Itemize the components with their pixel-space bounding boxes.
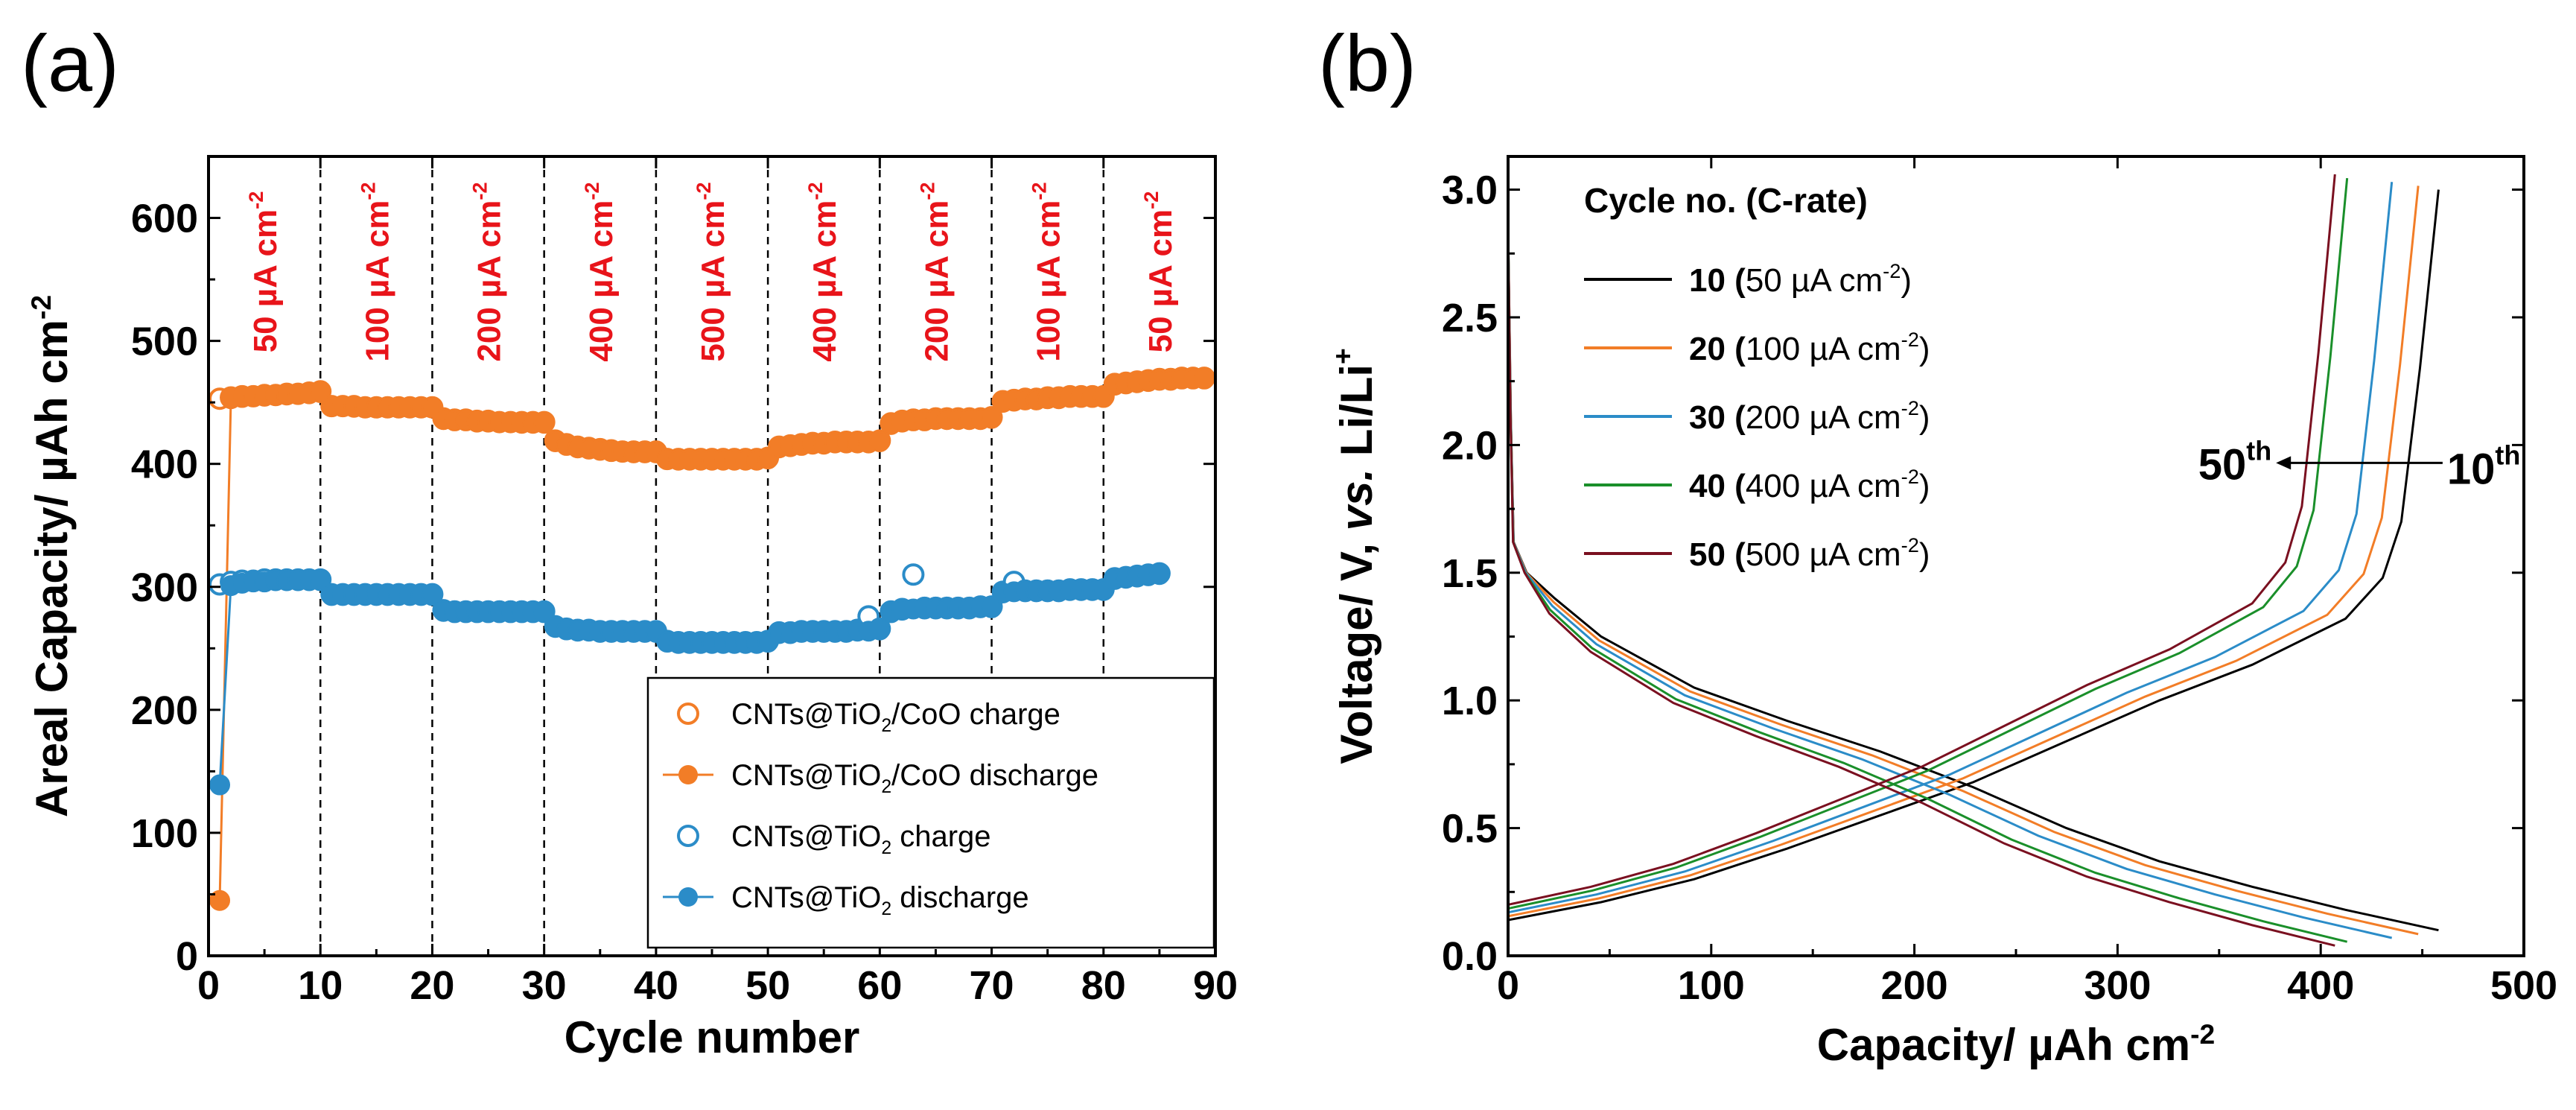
rate-label-5: 400 µA cm-2 [804, 182, 843, 361]
chart-b: 0 100 200 300 400 500 0.0 0.5 1.0 1.5 2.0 2.5 3.0 Ca… [1327, 155, 2557, 1070]
point-1-88 [1193, 368, 1215, 390]
legend-label-50: 50 (500 µA cm-2) [1689, 533, 1930, 573]
y-tick-label-1: 1.0 [1442, 679, 1498, 723]
point-3-59 [869, 619, 891, 641]
annotation-right-label: 10th [2447, 440, 2520, 493]
legend-marker-2 [677, 825, 699, 847]
rate-label-3: 400 µA cm-2 [580, 182, 620, 361]
x-tick-label-80: 80 [1081, 963, 1126, 1008]
chart-a-y-axis-title: Areal Capacity/ µAh cm-2 [25, 295, 77, 817]
y-tick-label-0.5: 0.5 [1442, 807, 1498, 851]
x-tick-label-300: 300 [2084, 963, 2151, 1008]
x-tick-label-100: 100 [1678, 963, 1745, 1008]
y-tick-label-200: 200 [131, 688, 198, 733]
chart-b-plot-area [1507, 155, 2525, 957]
y-tick-label-600: 600 [131, 197, 198, 241]
y-tick-label-1.5: 1.5 [1442, 551, 1498, 596]
legend-marker-1 [678, 765, 698, 784]
point-3-29 [533, 602, 555, 624]
discharge-curve-30 [1507, 227, 2393, 939]
chart-a-ticks: 0 10 20 30 40 50 60 70 80 90 0 100 200 300 400 500 600 [131, 156, 1238, 1008]
x-tick-label-200: 200 [1881, 963, 1948, 1008]
y-tick-label-300: 300 [131, 565, 198, 610]
annotation-left-label: 50th [2198, 435, 2271, 489]
point-3-19 [422, 585, 443, 606]
chart-b-frame [1507, 155, 2525, 957]
y-tick-label-0: 0 [176, 934, 198, 979]
chart-b-legend: Cycle no. (C-rate) 10 (50 µA cm-2) 20 (100… [1584, 181, 1930, 573]
charge-curve-50 [1507, 174, 2336, 906]
x-tick-label-0: 0 [1497, 963, 1519, 1008]
legend-label-1: CNTs@TiO2/CoO discharge [731, 759, 1098, 797]
rate-label-0: 50 µA cm-2 [244, 191, 284, 353]
chart-b-legend-title: Cycle no. (C-rate) [1584, 181, 1868, 220]
x-tick-label-20: 20 [410, 963, 454, 1008]
discharge-curve-20 [1507, 227, 2419, 936]
point-3-69 [981, 597, 1002, 618]
x-tick-label-50: 50 [745, 963, 790, 1008]
chart-b-x-axis-title: Capacity/ µAh cm-2 [1817, 1018, 2215, 1070]
x-tick-label-90: 90 [1193, 963, 1238, 1008]
chart-a-legend-box [646, 676, 1215, 949]
legend-marker-0 [677, 703, 699, 725]
rate-label-8: 50 µA cm-2 [1139, 191, 1179, 353]
y-tick-label-3: 3.0 [1442, 168, 1498, 213]
y-tick-label-100: 100 [131, 811, 198, 856]
y-tick-label-0: 0.0 [1442, 934, 1498, 979]
x-tick-label-0: 0 [197, 963, 220, 1008]
point-3-0 [209, 774, 231, 796]
x-tick-label-40: 40 [634, 963, 678, 1008]
y-tick-label-500: 500 [131, 320, 198, 364]
y-tick-label-400: 400 [131, 443, 198, 487]
charge-curve-40 [1507, 177, 2349, 910]
x-tick-label-10: 10 [298, 963, 343, 1008]
y-tick-label-2.5: 2.5 [1442, 296, 1498, 340]
rate-label-6: 200 µA cm-2 [915, 182, 955, 361]
point-1-59 [869, 431, 891, 452]
point-1-29 [533, 413, 555, 434]
point-1-9 [310, 381, 331, 403]
legend-label-20: 20 (100 µA cm-2) [1689, 328, 1930, 367]
panel-b-label: (b) [1318, 18, 1416, 108]
point-1-0 [209, 889, 231, 911]
x-tick-label-500: 500 [2490, 963, 2557, 1008]
x-tick-label-70: 70 [970, 963, 1014, 1008]
legend-marker-3 [678, 887, 698, 907]
x-tick-label-30: 30 [522, 963, 567, 1008]
charge-curve-20 [1507, 185, 2420, 918]
point-3-84 [1148, 564, 1170, 586]
point-1-69 [981, 407, 1002, 429]
charge-curve-10 [1507, 189, 2440, 922]
chart-a-legend: CNTs@TiO2/CoO charge CNTs@TiO2/CoO discha… [646, 676, 1215, 949]
rate-label-2: 200 µA cm-2 [468, 182, 508, 361]
y-tick-label-2: 2.0 [1442, 423, 1498, 468]
legend-label-30: 30 (200 µA cm-2) [1689, 396, 1930, 436]
rate-label-4: 500 µA cm-2 [692, 182, 731, 361]
rate-label-1: 100 µA cm-2 [356, 182, 395, 361]
x-tick-label-400: 400 [2287, 963, 2354, 1008]
annotation-arrowhead [2276, 456, 2292, 470]
legend-label-3: CNTs@TiO2 discharge [731, 881, 1029, 919]
chart-b-y-axis-title: Voltage/ V, vs. Li/Li+ [1327, 348, 1381, 764]
discharge-curve-10 [1507, 227, 2439, 932]
legend-label-10: 10 (50 µA cm-2) [1689, 259, 1912, 299]
chart-a: 50 µA cm-2 100 µA cm-2 200 µA cm-2 400 µA c… [25, 155, 1238, 1062]
rate-label-7: 100 µA cm-2 [1028, 182, 1067, 361]
chart-b-annotation: 50th 10th [2198, 435, 2521, 493]
x-tick-label-60: 60 [857, 963, 902, 1008]
legend-label-0: CNTs@TiO2/CoO charge [731, 698, 1060, 736]
point-2-62 [902, 563, 925, 586]
legend-label-2: CNTs@TiO2 charge [731, 820, 991, 858]
charge-curve-30 [1507, 182, 2394, 914]
chart-a-x-axis-title: Cycle number [565, 1012, 860, 1062]
panel-a-label: (a) [21, 18, 119, 108]
chart-b-ticks: 0 100 200 300 400 500 0.0 0.5 1.0 1.5 2.0 2.5 3.0 [1442, 156, 2557, 1008]
legend-label-40: 40 (400 µA cm-2) [1689, 465, 1930, 504]
chart-a-plot-area: 50 µA cm-2 100 µA cm-2 200 µA cm-2 400 µA c… [207, 155, 1217, 957]
discharge-curve-50 [1507, 227, 2335, 947]
point-3-9 [310, 570, 331, 592]
